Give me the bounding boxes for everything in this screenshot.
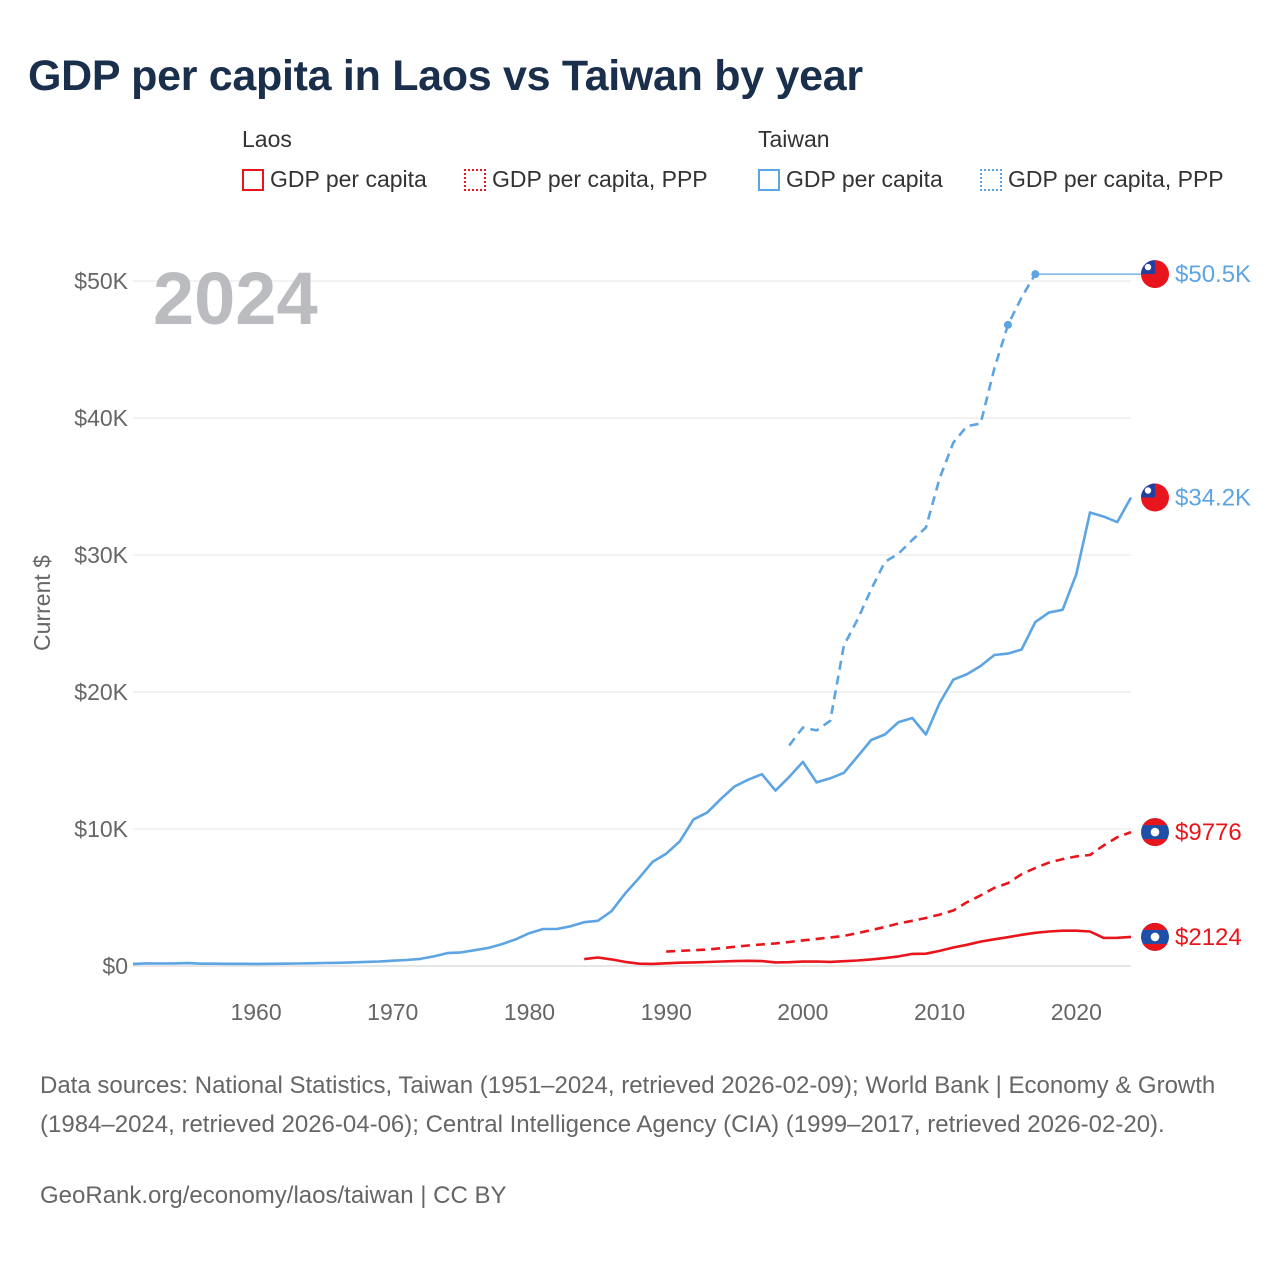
laos-flag-icon [1141, 818, 1169, 847]
end-label-taiwan_gdp: $34.2K [1175, 484, 1251, 511]
legend-label: GDP per capita, PPP [1008, 166, 1224, 192]
series-line-taiwan_gdp [132, 496, 1133, 966]
x-axis: 1960 1970 1980 1990 2000 2010 2020 [230, 999, 1101, 1025]
y-tick-label: $20K [74, 679, 128, 705]
year-label: 2024 [153, 257, 318, 340]
y-tick-label: $40K [74, 405, 128, 431]
series-line-taiwan_ppp [788, 273, 1037, 747]
flag-band-top [1141, 818, 1169, 826]
flag-disc [1150, 932, 1160, 942]
chart-title: GDP per capita in Laos vs Taiwan by year [28, 52, 863, 100]
x-tick-label: 2000 [777, 999, 828, 1025]
license: CC BY [433, 1182, 507, 1209]
x-tick-label: 1980 [504, 999, 555, 1025]
series-marker-taiwan_ppp [1031, 270, 1040, 279]
legend-swatch-solid-icon [242, 168, 264, 191]
flag-band-top [1141, 922, 1169, 930]
legend-item-taiwan-gdp[interactable]: GDP per capita [758, 166, 943, 193]
end-label-laos_ppp: $9776 [1175, 819, 1242, 846]
source-note: Data sources: National Statistics, Taiwa… [40, 1072, 1216, 1138]
end-label-taiwan_ppp: $50.5K [1175, 261, 1251, 288]
y-tick-label: $50K [74, 268, 128, 294]
legend-item-laos-gdp[interactable]: GDP per capita [242, 166, 427, 193]
y-axis: $0 $10K $20K $30K $40K $50K [74, 268, 128, 979]
x-tick-label: 1960 [230, 999, 281, 1025]
end-label-laos_gdp: $2124 [1175, 924, 1242, 951]
legend-swatch-dotted-icon [980, 168, 1002, 191]
x-tick-label: 2020 [1051, 999, 1102, 1025]
legend-item-laos-ppp[interactable]: GDP per capita, PPP [464, 166, 708, 193]
taiwan-flag-icon [1141, 483, 1169, 512]
x-tick-label: 1970 [367, 999, 418, 1025]
flag-disc [1150, 827, 1160, 837]
y-tick-label: $30K [74, 542, 128, 568]
taiwan-flag-icon [1141, 260, 1169, 289]
flag-sun [1144, 263, 1152, 271]
legend-label: GDP per capita, PPP [492, 166, 708, 192]
flag-sun [1144, 487, 1152, 494]
y-axis-label: Current $ [29, 555, 55, 651]
chart-plot-area: $0 $10K $20K $30K $40K $50K 1960 1970 1980 1990 2… [29, 257, 1251, 1025]
legend-group-taiwan: Taiwan [758, 126, 830, 152]
flag-band-bottom [1141, 839, 1169, 847]
legend-swatch-solid-icon [758, 168, 780, 191]
series-line-laos_ppp [666, 830, 1132, 953]
y-tick-label: $0 [102, 953, 128, 979]
series-lines [132, 273, 1155, 966]
legend-group-laos: Laos [242, 126, 292, 152]
legend-swatch-dotted-icon [464, 168, 486, 191]
series-markers [1003, 270, 1040, 329]
legend-item-taiwan-ppp[interactable]: GDP per capita, PPP [980, 166, 1224, 193]
legend-label: GDP per capita [786, 166, 943, 192]
series-marker-taiwan_ppp [1003, 320, 1012, 329]
x-tick-label: 1990 [641, 999, 692, 1025]
legend-label: GDP per capita [270, 166, 427, 192]
credit-separator: | [413, 1182, 434, 1209]
gridlines [133, 280, 1131, 967]
laos-flag-icon [1141, 922, 1169, 951]
end-labels: $50.5K $34.2K $9776 $2124 [1141, 260, 1251, 951]
source-url[interactable]: GeoRank.org/economy/laos/taiwan [40, 1182, 414, 1209]
credit-line: GeoRank.org/economy/laos/taiwan | CC BY [40, 1182, 506, 1210]
x-tick-label: 2010 [914, 999, 965, 1025]
series-line-laos_gdp [584, 929, 1132, 966]
flag-band-bottom [1141, 943, 1169, 951]
y-tick-label: $10K [74, 816, 128, 842]
